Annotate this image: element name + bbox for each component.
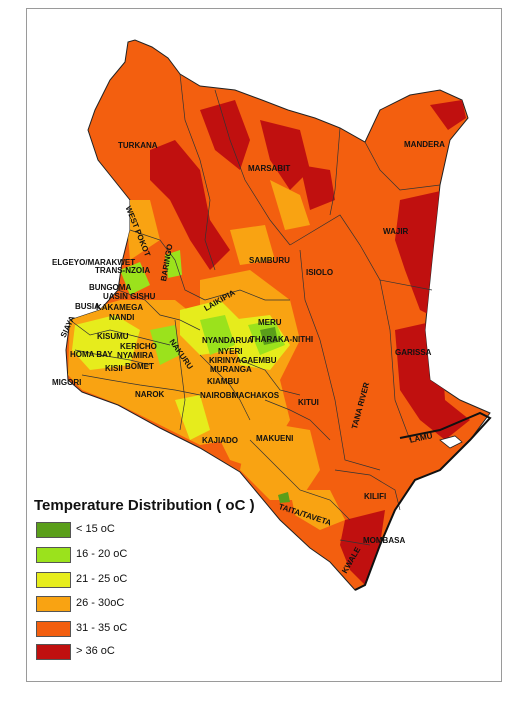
- county-label-isiolo: ISIOLO: [306, 268, 334, 277]
- county-label-wajir: WAJIR: [383, 227, 409, 236]
- legend-swatch: [36, 644, 71, 660]
- county-label-turkana: TURKANA: [118, 141, 158, 150]
- zone-hot-coast: [340, 510, 385, 585]
- county-label-kirinyaga: KIRINYAGA: [209, 356, 254, 365]
- zone-warm-elgeyo: [125, 200, 160, 260]
- zone-hot-north: [300, 165, 335, 210]
- county-label-machakos: MACHAKOS: [232, 391, 280, 400]
- county-label-kajiado: KAJIADO: [202, 436, 239, 445]
- county-label-tharaka-nithi: THARAKA-NITHI: [250, 335, 314, 344]
- county-boundaries: [69, 73, 441, 546]
- county-label-nairobi: NAIROBI: [200, 391, 234, 400]
- county-label-makueni: MAKUENI: [256, 434, 294, 443]
- legend-swatch: [36, 621, 71, 637]
- county-label-kakamega: KAKAMEGA: [96, 303, 144, 312]
- county-label-marsabit: MARSABIT: [248, 164, 291, 173]
- legend-label: 31 - 35 oC: [76, 622, 128, 634]
- county-label-bomet: BOMET: [125, 362, 154, 371]
- legend-swatch: [36, 522, 71, 538]
- county-label-kericho: KERICHO: [120, 342, 157, 351]
- legend-label: 26 - 30oC: [76, 597, 125, 609]
- county-label-uasin-gishu: UASIN GISHU: [103, 292, 156, 301]
- legend-swatch: [36, 572, 71, 588]
- legend-label: 16 - 20 oC: [76, 548, 128, 560]
- county-label-kisumu: KISUMU: [97, 332, 129, 341]
- zone-hot-turkana-east: [200, 100, 250, 170]
- county-label-mandera: MANDERA: [404, 140, 445, 149]
- zone-cold-mtkenya: [260, 327, 278, 345]
- zone-cool-mau: [150, 325, 180, 365]
- zone-warm-samburu: [230, 225, 275, 265]
- county-label-nyamira: NYAMIRA: [117, 351, 154, 360]
- zone-cool-aberdares: [200, 315, 235, 355]
- county-label-bungoma: BUNGOMA: [89, 283, 132, 292]
- zone-hot-mandera: [430, 100, 466, 130]
- county-label-kitui: KITUI: [298, 398, 319, 407]
- county-label-kiambu: KIAMBU: [207, 377, 239, 386]
- lamu-islands: [439, 435, 463, 449]
- legend-title: Temperature Distribution ( oC ): [34, 497, 255, 514]
- county-label-kisii: KISII: [105, 364, 123, 373]
- county-label-migori: MIGORI: [52, 378, 82, 387]
- zone-cool-elgon: [120, 262, 150, 295]
- zone-hot-turkana: [150, 140, 230, 270]
- legend-label: 21 - 25 oC: [76, 573, 128, 585]
- legend-swatch: [36, 547, 71, 563]
- county-label-nyandarua: NYANDARUA: [202, 336, 253, 345]
- county-label-elgeyo: ELGEYO/MARAKWET: [52, 258, 136, 267]
- zone-warm-taita: [290, 490, 345, 530]
- legend-label: > 36 oC: [76, 645, 115, 657]
- county-label-nyeri: NYERI: [218, 347, 243, 356]
- zone-warm-marsabit: [270, 180, 310, 230]
- zone-warm-makueni: [240, 420, 320, 500]
- county-label-garissa: GARISSA: [395, 348, 432, 357]
- county-label-meru: MERU: [258, 318, 282, 327]
- legend-label: < 15 oC: [76, 523, 115, 535]
- legend-swatch: [36, 596, 71, 612]
- zone-mild-west: [72, 315, 140, 370]
- coast-outline: [354, 411, 492, 591]
- county-label-samburu: SAMBURU: [249, 256, 290, 265]
- county-label-embu: EMBU: [253, 356, 277, 365]
- county-label-kilifi: KILIFI: [364, 492, 387, 501]
- county-label-homa-bay: HOMA BAY: [70, 350, 113, 359]
- county-label-nandi: NANDI: [109, 313, 135, 322]
- county-label-trans-nzoia: TRANS-NZOIA: [95, 266, 151, 275]
- zone-cool-north: [165, 250, 182, 278]
- county-label-mombasa: MOMBASA: [363, 536, 406, 545]
- county-label-muranga: MURANGA: [210, 365, 252, 374]
- zone-cold-taita: [278, 492, 290, 503]
- county-label-busia: BUSIA: [75, 302, 100, 311]
- zone-hot-marsabit: [260, 120, 310, 190]
- county-label-narok: NAROK: [135, 390, 165, 399]
